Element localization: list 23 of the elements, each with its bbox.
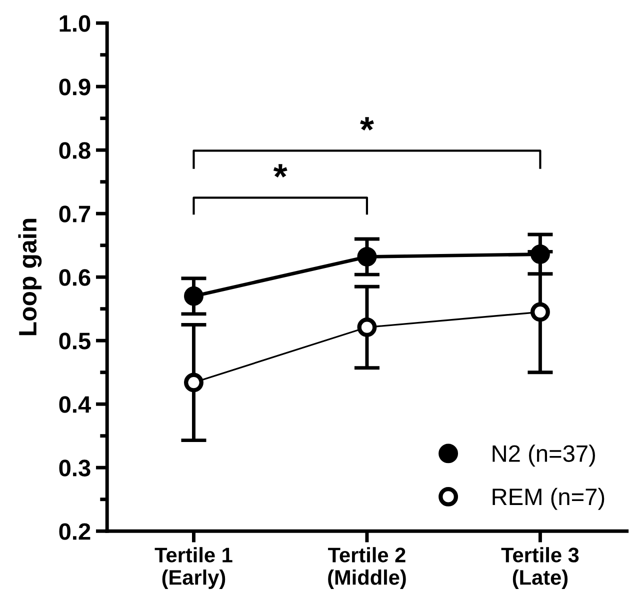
y-tick-label: 0.8 bbox=[59, 142, 90, 159]
y-tick-label: 0.2 bbox=[59, 523, 90, 540]
point bbox=[530, 244, 550, 264]
y-tick-label: 0.4 bbox=[59, 396, 92, 413]
annotation: * bbox=[360, 117, 374, 131]
y-axis-title: Loop gain bbox=[18, 218, 42, 336]
point bbox=[530, 302, 550, 322]
y-tick-label: 1.0 bbox=[60, 15, 90, 32]
x-tick-label: Tertile 3 (Late) bbox=[501, 547, 579, 589]
x-tick-label: Tertile 2 (Middle) bbox=[328, 547, 406, 589]
legend-label: N2 (n=37) bbox=[492, 444, 595, 467]
point bbox=[184, 286, 204, 306]
x-tick-label: Tertile 1 (Early) bbox=[154, 547, 232, 589]
point bbox=[357, 247, 377, 266]
y-tick-label: 0.9 bbox=[59, 78, 90, 96]
y-tick-label: 0.5 bbox=[59, 332, 90, 350]
point bbox=[357, 318, 377, 337]
y-tick-label: 0.7 bbox=[59, 206, 90, 222]
legend-label: REM (n=7) bbox=[492, 488, 604, 510]
annotation: * bbox=[273, 164, 288, 178]
y-tick-label: 0.3 bbox=[59, 460, 90, 476]
y-tick-label: 0.6 bbox=[59, 269, 90, 286]
point bbox=[184, 372, 204, 392]
